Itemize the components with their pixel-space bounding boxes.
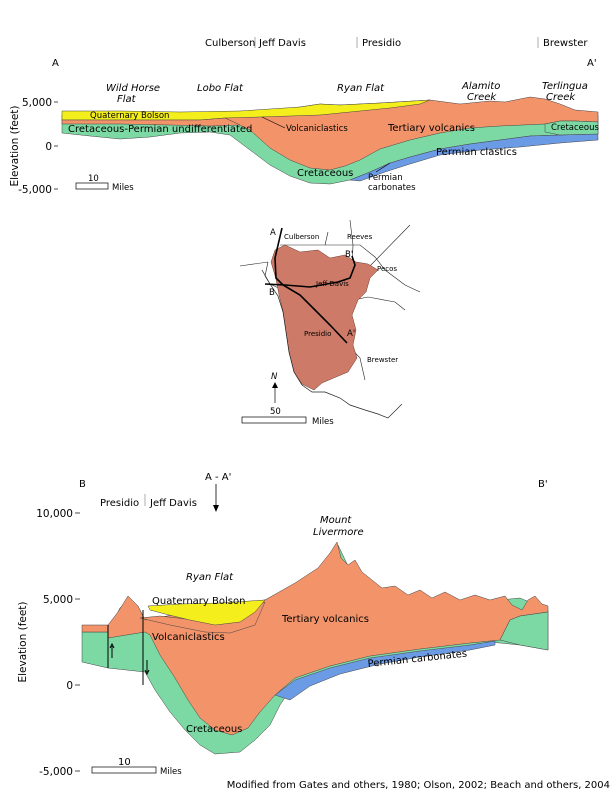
location-map: Culberson Reeves Pecos Jeff Davis Presid…	[239, 219, 421, 427]
scale-unit-b: Miles	[160, 767, 182, 777]
unit-label-permian-carb-a-1: Permian	[368, 173, 403, 183]
unit-label-cretaceous-b: Cretaceous	[186, 724, 242, 735]
unit-permian-b	[274, 640, 496, 701]
place-creek-1: Creek	[467, 92, 497, 103]
county-label-culberson: Culberson	[205, 38, 255, 49]
place-mount: Mount	[320, 515, 352, 526]
section-end-a-prime: A'	[587, 58, 597, 69]
map-line-label-a: A	[270, 228, 276, 238]
section-end-b: B	[79, 479, 86, 490]
unit-cretaceous-right-b	[499, 611, 549, 651]
unit-label-undiff-a: Cretaceous-Permian undifferentiated	[68, 124, 252, 135]
unit-label-cretaceous-a: Cretaceous	[297, 168, 353, 179]
crossing-label: A - A'	[205, 472, 231, 483]
y-tick-0-b: 0	[66, 680, 73, 692]
unit-quaternary-b	[147, 599, 266, 626]
section-a: Culberson Jeff Davis Presidio Brewster A…	[9, 37, 600, 196]
map-label-reeves: Reeves	[347, 233, 373, 241]
section-end-a: A	[52, 58, 59, 69]
y-tick-neg5000-a: -5,000	[18, 184, 52, 196]
county-label-jeff-davis-b: Jeff Davis	[149, 498, 197, 509]
section-end-b-prime: B'	[538, 479, 548, 490]
y-tick-neg5000-b: -5,000	[39, 766, 73, 778]
unit-cretaceous-right-a	[544, 120, 599, 136]
scale-unit-a: Miles	[112, 183, 134, 193]
north-arrow-icon	[272, 382, 278, 403]
unit-tertiary-b	[81, 541, 549, 736]
unit-label-tertiary-a: Tertiary volcanics	[387, 123, 475, 134]
rio-grande	[261, 269, 403, 419]
unit-label-cretaceous-right-a: Cretaceous	[551, 123, 600, 133]
y-tick-5000-a: 5,000	[22, 97, 52, 109]
map-scale-value: 50	[270, 407, 281, 417]
map-label-pecos: Pecos	[377, 265, 397, 273]
y-axis-title-b: Elevation (feet)	[17, 601, 29, 682]
place-flat: Flat	[117, 94, 137, 105]
line-a-a-prime	[274, 227, 348, 344]
map-label-brewster: Brewster	[367, 356, 398, 364]
unit-label-quaternary-b: Quaternary Bolson	[152, 596, 245, 607]
scale-value-a: 10	[88, 174, 99, 184]
map-label-jeff-davis: Jeff Davis	[315, 280, 349, 288]
scale-value-b: 10	[118, 757, 131, 768]
map-label-culberson: Culberson	[284, 233, 319, 241]
place-terlingua: Terlingua	[542, 81, 588, 92]
unit-label-permian-clastics-a: Permian clastics	[436, 147, 517, 158]
county-label-brewster: Brewster	[543, 38, 588, 49]
unit-volcaniclastics-b	[139, 601, 266, 634]
faults	[107, 610, 150, 685]
county-label-jeff-davis: Jeff Davis	[258, 38, 306, 49]
y-axis-title-a: Elevation (feet)	[9, 105, 21, 186]
unit-label-volcaniclastics-a: Volcaniclastics	[286, 124, 348, 134]
source-credit: Modified from Gates and others, 1980; Ol…	[227, 780, 610, 791]
map-line-label-b-prime: B'	[345, 250, 353, 260]
county-label-presidio: Presidio	[362, 38, 401, 49]
place-ryan-flat-b: Ryan Flat	[186, 572, 234, 583]
place-lobo-flat: Lobo Flat	[197, 83, 244, 94]
place-creek-2: Creek	[546, 92, 576, 103]
map-line-label-b: B	[269, 288, 275, 298]
map-scale-unit: Miles	[312, 417, 334, 427]
unit-label-permian-carb-a-2: carbonates	[368, 183, 416, 193]
arrow-down-icon	[213, 484, 219, 512]
unit-label-volcaniclastics-b: Volcaniclastics	[152, 632, 225, 643]
place-ryan-flat: Ryan Flat	[337, 83, 385, 94]
unit-label-quaternary-a: Quaternary Bolson	[90, 111, 169, 121]
section-b: B B' Presidio Jeff Davis A - A' Mount Li…	[17, 472, 549, 778]
unit-undiff-top-a	[61, 117, 241, 127]
place-livermore: Livermore	[313, 527, 364, 538]
y-tick-0-a: 0	[45, 141, 52, 153]
map-line-label-a-prime: A'	[347, 329, 355, 339]
line-b-b-prime	[264, 255, 356, 288]
study-area	[270, 244, 379, 391]
place-wild-horse: Wild Horse	[106, 83, 160, 94]
map-label-presidio: Presidio	[304, 330, 331, 338]
unit-label-tertiary-b: Tertiary volcanics	[281, 614, 369, 625]
north-label: N	[271, 372, 278, 382]
county-label-presidio-b: Presidio	[100, 498, 139, 509]
y-tick-10000-b: 10,000	[36, 508, 73, 520]
y-tick-5000-b: 5,000	[43, 594, 73, 606]
place-alamito: Alamito	[461, 81, 500, 92]
